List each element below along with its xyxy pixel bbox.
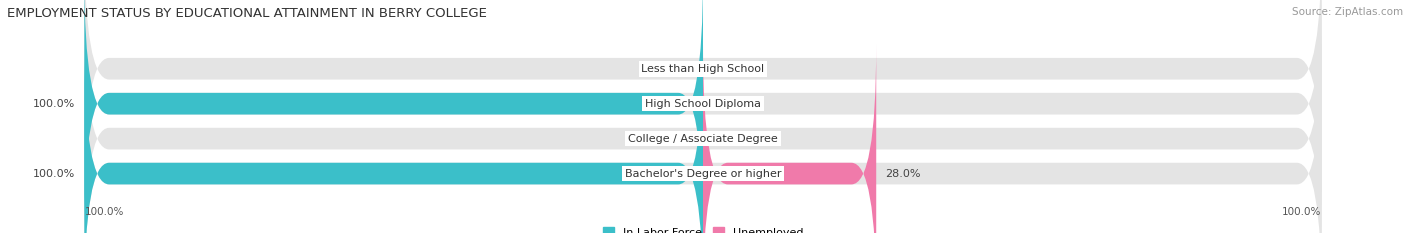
Text: 0.0%: 0.0% — [713, 134, 741, 144]
Text: Source: ZipAtlas.com: Source: ZipAtlas.com — [1292, 7, 1403, 17]
Text: 100.0%: 100.0% — [32, 169, 75, 178]
Text: Bachelor's Degree or higher: Bachelor's Degree or higher — [624, 169, 782, 178]
FancyBboxPatch shape — [84, 0, 703, 233]
FancyBboxPatch shape — [84, 45, 1322, 233]
Legend: In Labor Force, Unemployed: In Labor Force, Unemployed — [603, 227, 803, 233]
Text: 0.0%: 0.0% — [665, 134, 693, 144]
Text: EMPLOYMENT STATUS BY EDUCATIONAL ATTAINMENT IN BERRY COLLEGE: EMPLOYMENT STATUS BY EDUCATIONAL ATTAINM… — [7, 7, 486, 20]
Text: 100.0%: 100.0% — [84, 207, 124, 217]
FancyBboxPatch shape — [703, 45, 876, 233]
Text: 0.0%: 0.0% — [665, 64, 693, 74]
Text: 100.0%: 100.0% — [1282, 207, 1322, 217]
Text: High School Diploma: High School Diploma — [645, 99, 761, 109]
Text: Less than High School: Less than High School — [641, 64, 765, 74]
Text: 100.0%: 100.0% — [32, 99, 75, 109]
Text: 28.0%: 28.0% — [886, 169, 921, 178]
Text: 0.0%: 0.0% — [713, 99, 741, 109]
FancyBboxPatch shape — [84, 0, 1322, 233]
FancyBboxPatch shape — [84, 0, 1322, 198]
Text: College / Associate Degree: College / Associate Degree — [628, 134, 778, 144]
FancyBboxPatch shape — [84, 10, 1322, 233]
Text: 0.0%: 0.0% — [713, 64, 741, 74]
FancyBboxPatch shape — [84, 45, 703, 233]
